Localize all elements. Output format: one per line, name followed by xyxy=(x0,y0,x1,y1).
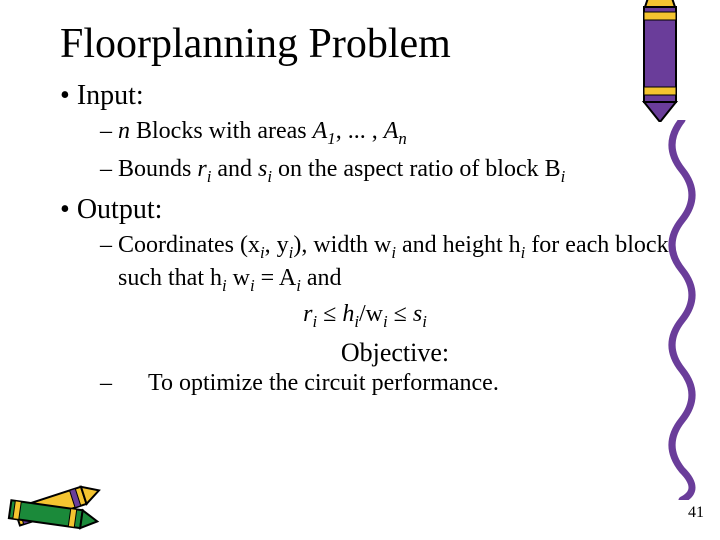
sub-i: i xyxy=(422,312,427,331)
txt: , ... , xyxy=(336,118,384,144)
var-A1: A xyxy=(313,118,328,144)
input-item-2: Bounds ri and si on the aspect ratio of … xyxy=(100,154,670,188)
txt: and xyxy=(211,156,258,182)
objective-text: To optimize the circuit performance. xyxy=(148,370,499,396)
output-item-1: Coordinates (xi, yi), width wi and heigh… xyxy=(100,230,670,298)
crayons-icon xyxy=(6,464,126,534)
txt: Bounds xyxy=(118,156,197,182)
txt: /w xyxy=(359,301,383,327)
txt: ), width w xyxy=(293,232,391,258)
sub-i: i xyxy=(561,167,566,186)
txt: on the aspect ratio of block B xyxy=(272,156,561,182)
var-n: n xyxy=(118,118,130,144)
var-s: s xyxy=(413,301,422,327)
page-number: 41 xyxy=(688,504,704,522)
crayon-icon xyxy=(630,0,690,122)
input-heading: Input: xyxy=(60,80,670,112)
txt: = A xyxy=(255,265,297,291)
txt: Blocks with areas xyxy=(130,118,313,144)
input-item-1: n Blocks with areas A1, ... , An xyxy=(100,116,670,150)
sub-n: n xyxy=(398,129,406,148)
txt: Coordinates (x xyxy=(118,232,260,258)
var-An: A xyxy=(384,118,399,144)
dash: – xyxy=(100,370,112,396)
le: ≤ xyxy=(317,301,342,327)
txt: and height h xyxy=(396,232,521,258)
slide-title: Floorplanning Problem xyxy=(60,20,670,68)
var-s: s xyxy=(258,156,267,182)
txt: w xyxy=(227,265,250,291)
txt: , y xyxy=(265,232,289,258)
var-r: r xyxy=(197,156,206,182)
objective-item: – To optimize the circuit performance. xyxy=(100,370,670,397)
txt: and xyxy=(301,265,342,291)
var-h: h xyxy=(342,301,354,327)
inequality-line: ri ≤ hi/wi ≤ si xyxy=(60,301,670,332)
slide-container: Floorplanning Problem Input: n Blocks wi… xyxy=(0,0,720,540)
le: ≤ xyxy=(388,301,413,327)
objective-heading: Objective: xyxy=(60,338,670,368)
output-heading: Output: xyxy=(60,194,670,226)
sub-1: 1 xyxy=(327,129,335,148)
squiggle-icon xyxy=(662,120,702,500)
